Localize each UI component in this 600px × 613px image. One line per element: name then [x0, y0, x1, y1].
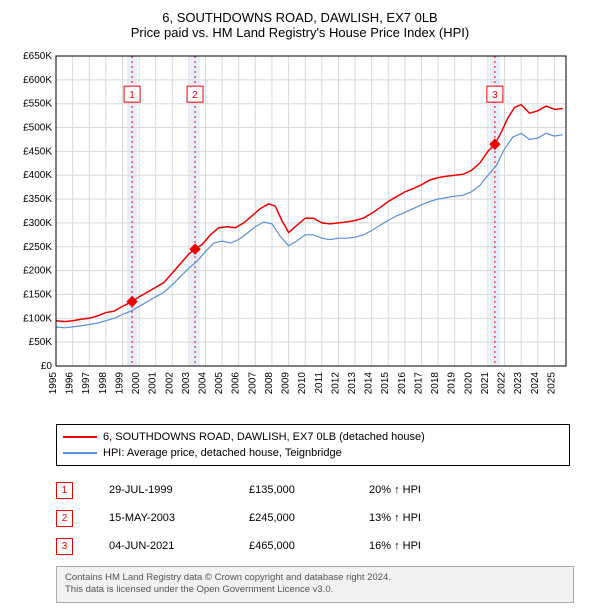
svg-text:£300K: £300K	[23, 218, 52, 229]
svg-text:£50K: £50K	[29, 337, 53, 348]
svg-text:2022: 2022	[497, 372, 508, 395]
svg-text:2017: 2017	[413, 372, 424, 395]
sale-row: 1 29-JUL-1999 £135,000 20% ↑ HPI	[56, 476, 556, 504]
title-address: 6, SOUTHDOWNS ROAD, DAWLISH, EX7 0LB	[10, 10, 590, 25]
svg-text:1999: 1999	[114, 372, 125, 395]
legend-label: 6, SOUTHDOWNS ROAD, DAWLISH, EX7 0LB (de…	[103, 431, 425, 443]
legend-swatch	[63, 436, 97, 438]
sale-date: 04-JUN-2021	[109, 540, 249, 552]
svg-text:2021: 2021	[480, 372, 491, 395]
svg-text:£150K: £150K	[23, 289, 52, 300]
svg-text:2008: 2008	[264, 372, 275, 395]
sale-row: 3 04-JUN-2021 £465,000 16% ↑ HPI	[56, 532, 556, 560]
svg-text:2014: 2014	[364, 372, 375, 395]
sale-date: 15-MAY-2003	[109, 512, 249, 524]
sale-row: 2 15-MAY-2003 £245,000 13% ↑ HPI	[56, 504, 556, 532]
svg-text:2000: 2000	[131, 372, 142, 395]
svg-text:2002: 2002	[164, 372, 175, 395]
title-subtitle: Price paid vs. HM Land Registry's House …	[10, 25, 590, 40]
sale-pct: 20% ↑ HPI	[369, 484, 489, 496]
sale-date: 29-JUL-1999	[109, 484, 249, 496]
legend-item-hpi: HPI: Average price, detached house, Teig…	[63, 445, 563, 461]
attribution-line: This data is licensed under the Open Gov…	[65, 584, 565, 596]
svg-text:2018: 2018	[430, 372, 441, 395]
svg-text:2016: 2016	[397, 372, 408, 395]
svg-text:2009: 2009	[281, 372, 292, 395]
sale-price: £465,000	[249, 540, 369, 552]
svg-text:£100K: £100K	[23, 313, 52, 324]
svg-text:2012: 2012	[330, 372, 341, 395]
svg-text:1998: 1998	[98, 372, 109, 395]
attribution-box: Contains HM Land Registry data © Crown c…	[56, 566, 574, 603]
svg-text:2005: 2005	[214, 372, 225, 395]
legend-swatch	[63, 452, 97, 454]
svg-text:£650K: £650K	[23, 51, 52, 62]
svg-text:2: 2	[192, 90, 198, 101]
svg-text:2010: 2010	[297, 372, 308, 395]
svg-text:2007: 2007	[247, 372, 258, 395]
svg-text:1995: 1995	[48, 372, 59, 395]
svg-text:£350K: £350K	[23, 194, 52, 205]
svg-text:2003: 2003	[181, 372, 192, 395]
svg-text:2006: 2006	[231, 372, 242, 395]
legend-item-property: 6, SOUTHDOWNS ROAD, DAWLISH, EX7 0LB (de…	[63, 429, 563, 445]
sales-table: 1 29-JUL-1999 £135,000 20% ↑ HPI 2 15-MA…	[56, 476, 556, 560]
svg-text:£600K: £600K	[23, 75, 52, 86]
sale-marker-icon: 2	[56, 510, 73, 527]
svg-text:£200K: £200K	[23, 266, 52, 277]
svg-text:1: 1	[129, 90, 135, 101]
svg-text:3: 3	[492, 90, 498, 101]
sale-marker-icon: 1	[56, 482, 73, 499]
legend-label: HPI: Average price, detached house, Teig…	[103, 447, 342, 459]
svg-text:2004: 2004	[198, 372, 209, 395]
svg-text:£450K: £450K	[23, 146, 52, 157]
svg-text:1996: 1996	[65, 372, 76, 395]
svg-text:1997: 1997	[81, 372, 92, 395]
svg-text:2001: 2001	[148, 372, 159, 395]
svg-text:2019: 2019	[447, 372, 458, 395]
svg-text:2023: 2023	[513, 372, 524, 395]
sale-marker-icon: 3	[56, 538, 73, 555]
svg-text:£500K: £500K	[23, 123, 52, 134]
svg-text:£550K: £550K	[23, 99, 52, 110]
svg-text:£400K: £400K	[23, 170, 52, 181]
svg-text:2024: 2024	[530, 372, 541, 395]
sale-pct: 16% ↑ HPI	[369, 540, 489, 552]
sale-price: £245,000	[249, 512, 369, 524]
sale-pct: 13% ↑ HPI	[369, 512, 489, 524]
svg-text:2025: 2025	[546, 372, 557, 395]
svg-text:£250K: £250K	[23, 242, 52, 253]
svg-text:2020: 2020	[463, 372, 474, 395]
svg-text:£0: £0	[41, 361, 53, 372]
svg-text:2013: 2013	[347, 372, 358, 395]
svg-text:2015: 2015	[380, 372, 391, 395]
svg-text:2011: 2011	[314, 372, 325, 394]
sale-price: £135,000	[249, 484, 369, 496]
legend: 6, SOUTHDOWNS ROAD, DAWLISH, EX7 0LB (de…	[56, 424, 570, 466]
attribution-line: Contains HM Land Registry data © Crown c…	[65, 572, 565, 584]
price-chart: £0 £50K £100K £150K £200K £250K £300K £350K £400…	[10, 46, 570, 416]
